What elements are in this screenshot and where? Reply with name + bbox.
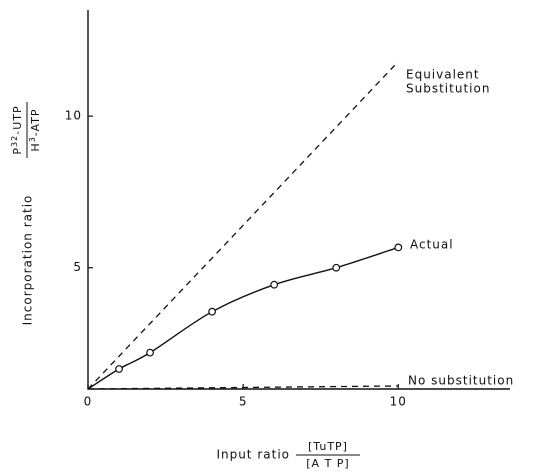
series-label: Equivalent <box>406 68 480 82</box>
y-label-part: 32 <box>10 135 19 147</box>
x-label-denominator: [A T P] <box>306 457 349 470</box>
x-axis-label: Input ratio <box>216 448 290 462</box>
y-label-part: 3 <box>28 136 37 142</box>
y-tick-label: 5 <box>73 260 82 274</box>
data-point <box>146 348 154 357</box>
x-tick-label: 0 <box>84 395 93 409</box>
y-label-part: -UTP <box>11 105 24 134</box>
x-tick-label: 5 <box>239 395 248 409</box>
y-axis-label: Incorporation ratio <box>21 195 35 326</box>
dashed-line <box>87 385 399 390</box>
fit-curve <box>87 246 399 390</box>
series-label: Actual <box>410 238 454 252</box>
y-label-part: H <box>29 142 42 151</box>
data-point <box>332 263 341 272</box>
x-tick-label: 10 <box>390 395 407 409</box>
y-label-part: -ATP <box>29 108 42 136</box>
data-point <box>270 280 279 289</box>
data-point <box>208 307 217 316</box>
series-label: No substitution <box>408 374 514 388</box>
y-tick-label: 10 <box>65 109 82 123</box>
dashed-line <box>87 61 399 390</box>
data-point <box>115 365 123 373</box>
series-label: Substitution <box>406 82 490 96</box>
x-label-numerator: [TuTP] <box>308 440 348 453</box>
data-point <box>394 243 403 252</box>
y-label-part: P <box>11 147 24 155</box>
y-label-numerator: P32-UTP <box>10 105 25 154</box>
y-label-denominator: H3-ATP <box>28 108 43 151</box>
